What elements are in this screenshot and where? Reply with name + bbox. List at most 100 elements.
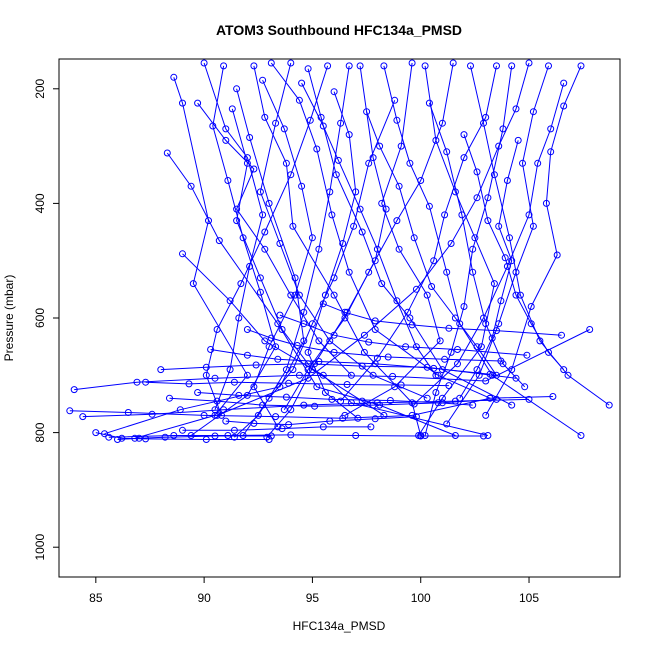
data-point [70, 386, 78, 394]
data-point [254, 411, 262, 419]
data-point [451, 314, 459, 322]
data-point [395, 182, 403, 190]
data-point [382, 205, 390, 213]
data-point [501, 254, 509, 262]
data-point [441, 211, 449, 219]
data-point [114, 436, 121, 443]
data-point [445, 324, 453, 332]
data-point [308, 366, 316, 374]
series-line [203, 62, 264, 410]
x-tick-label: 105 [519, 591, 539, 605]
x-tick-label: 85 [89, 591, 103, 605]
data-point [443, 148, 451, 156]
data-point [480, 432, 487, 440]
data-point [490, 280, 498, 288]
data-point [282, 159, 290, 167]
data-point [484, 217, 492, 225]
data-point [233, 205, 241, 213]
data-point [66, 407, 74, 415]
data-point [267, 334, 275, 342]
data-point [482, 320, 490, 328]
data-point [135, 434, 143, 442]
data-point [252, 361, 260, 369]
data-point [525, 211, 533, 219]
data-point [445, 382, 453, 390]
series-line [82, 398, 530, 418]
data-point [529, 108, 537, 116]
data-point [490, 171, 498, 179]
data-point [265, 394, 273, 402]
data-point [467, 62, 474, 70]
series-line [323, 303, 562, 336]
data-point [473, 366, 481, 374]
x-tick-label: 100 [411, 591, 431, 605]
data-point [194, 99, 202, 107]
data-point [256, 288, 264, 296]
data-point [460, 154, 468, 162]
data-point [358, 228, 366, 236]
data-point [179, 99, 186, 107]
data-point [469, 401, 477, 409]
data-point [285, 421, 293, 429]
data-point [272, 413, 280, 421]
data-point [354, 414, 362, 422]
data-point [295, 291, 303, 299]
data-point [213, 397, 221, 405]
data-point [508, 257, 516, 265]
data-point [534, 159, 542, 167]
data-point [480, 119, 487, 127]
x-tick-label: 95 [306, 591, 320, 605]
data-point [564, 371, 572, 379]
data-point [311, 402, 319, 410]
data-point [402, 343, 410, 351]
series-line [253, 79, 313, 428]
data-point [469, 245, 477, 253]
data-point [553, 251, 561, 259]
data-point [430, 257, 438, 265]
data-point [267, 432, 275, 440]
data-point [367, 423, 375, 431]
data-point [291, 291, 299, 299]
series-line [117, 435, 272, 440]
y-tick-label: 400 [33, 193, 47, 213]
x-tick-label: 90 [197, 591, 211, 605]
data-point [326, 337, 334, 345]
data-point [228, 105, 236, 113]
data-point [365, 338, 373, 346]
data-point [215, 237, 223, 245]
data-point [423, 394, 431, 402]
data-point [278, 425, 286, 433]
series-line [216, 62, 530, 416]
data-point [425, 202, 433, 210]
data-point [458, 211, 466, 219]
data-point [300, 401, 308, 409]
data-point [304, 65, 312, 73]
data-point [460, 303, 468, 310]
data-point [194, 389, 202, 396]
y-axis: 200 400 600 800 1000 [33, 78, 59, 561]
data-point [449, 59, 457, 67]
data-point [417, 177, 425, 184]
data-point [417, 432, 425, 440]
data-point [482, 411, 490, 419]
data-point [477, 343, 485, 351]
data-point [211, 432, 219, 440]
data-point [512, 291, 520, 299]
data-point [213, 326, 221, 333]
data-point [222, 136, 230, 144]
data-point [315, 337, 323, 345]
series-line [344, 62, 441, 416]
data-point [330, 274, 338, 282]
data-point [406, 159, 414, 167]
data-point [298, 79, 306, 87]
data-point [315, 358, 323, 365]
data-point [412, 413, 420, 421]
data-point [317, 113, 325, 121]
data-point [243, 326, 251, 333]
series-line [231, 108, 385, 416]
data-point [560, 102, 568, 110]
data-point [432, 371, 440, 379]
data-point [276, 240, 284, 247]
data-point [432, 136, 440, 144]
data-point [577, 62, 585, 70]
